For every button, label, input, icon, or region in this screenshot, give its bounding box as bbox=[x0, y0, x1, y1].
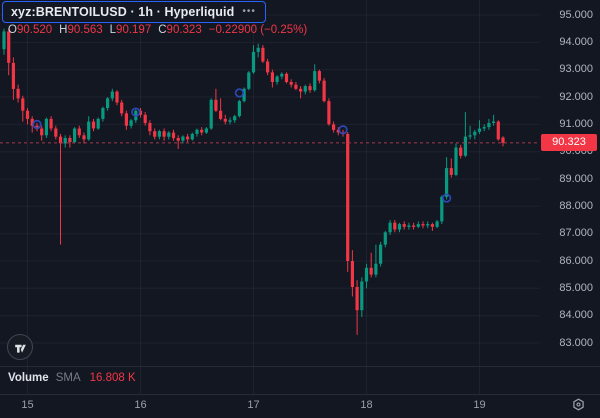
last-price-tag: 90.323 bbox=[541, 134, 597, 152]
price-axis-label: 83.000 bbox=[559, 336, 593, 349]
high-value: 90.563 bbox=[67, 24, 103, 36]
pane-separator[interactable] bbox=[0, 366, 600, 367]
price-axis-label: 85.000 bbox=[559, 281, 593, 294]
price-axis-label: 94.000 bbox=[559, 35, 593, 48]
more-options-icon[interactable]: ••• bbox=[242, 5, 256, 17]
volume-legend: Volume SMA 16.808 K bbox=[8, 372, 136, 384]
tradingview-logo-icon bbox=[14, 344, 26, 353]
change-value: −0.22900 (−0.25%) bbox=[208, 24, 308, 36]
low-value: 90.197 bbox=[116, 24, 152, 36]
price-axis-label: 87.000 bbox=[559, 227, 593, 240]
close-value: 90.323 bbox=[166, 24, 202, 36]
price-axis-label: 95.000 bbox=[559, 8, 593, 21]
symbol-button[interactable]: xyz:BRENTOILUSD · 1h · Hyperliquid ••• bbox=[2, 1, 266, 23]
open-label: O bbox=[8, 24, 17, 36]
sma-label: SMA bbox=[55, 372, 81, 384]
price-axis-label: 93.000 bbox=[559, 63, 593, 76]
price-axis-label: 88.000 bbox=[559, 199, 593, 212]
price-axis-label: 86.000 bbox=[559, 254, 593, 267]
open-value: 90.520 bbox=[16, 24, 53, 36]
time-axis-separator bbox=[0, 394, 600, 395]
time-axis-label: 18 bbox=[360, 399, 373, 411]
time-axis-label: 16 bbox=[134, 399, 147, 411]
low-label: L bbox=[109, 24, 117, 36]
high-label: H bbox=[59, 24, 68, 36]
time-axis-label: 19 bbox=[473, 399, 486, 411]
volume-label: Volume bbox=[8, 372, 49, 384]
ohlc-readout: O90.520 H90.563 L90.197 C90.323 −0.22900 (−0… bbox=[8, 24, 307, 36]
settings-gear-button[interactable] bbox=[566, 393, 590, 415]
tradingview-logo[interactable] bbox=[7, 334, 33, 360]
price-axis-label: 89.000 bbox=[559, 172, 593, 185]
price-axis-label: 84.000 bbox=[559, 309, 593, 322]
gear-icon bbox=[572, 398, 584, 410]
time-axis-label: 15 bbox=[21, 399, 34, 411]
time-axis-label: 17 bbox=[247, 399, 260, 411]
price-axis-label: 91.000 bbox=[559, 117, 593, 130]
price-axis-label: 92.000 bbox=[559, 90, 593, 103]
symbol-title: xyz:BRENTOILUSD · 1h · Hyperliquid bbox=[11, 5, 235, 19]
close-label: C bbox=[158, 24, 167, 36]
volume-value: 16.808 K bbox=[89, 372, 136, 384]
